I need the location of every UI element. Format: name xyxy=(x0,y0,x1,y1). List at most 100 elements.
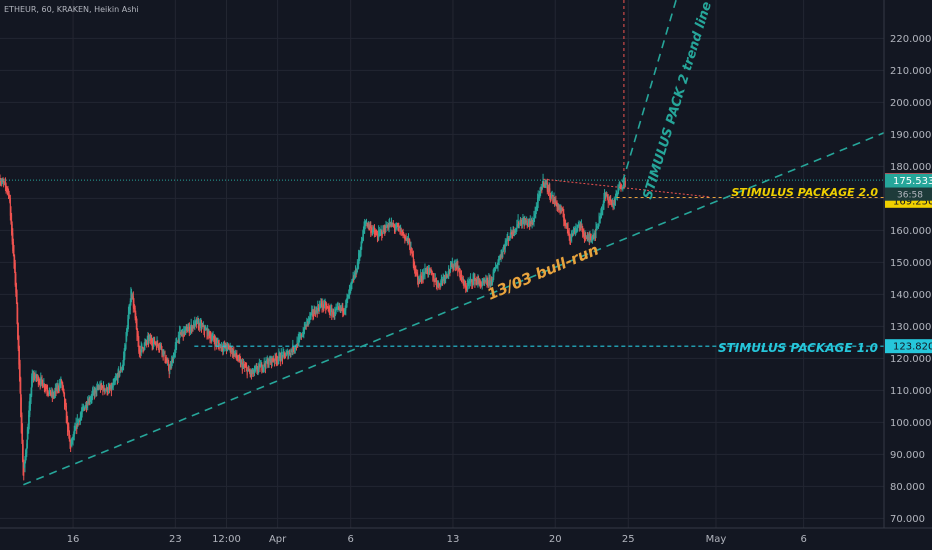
candle-body xyxy=(526,221,528,226)
candle-body xyxy=(500,252,502,259)
candle-body xyxy=(301,336,303,337)
candle-body xyxy=(138,345,140,355)
price-axis[interactable]: 70.00080.00090.000100.000110.000120.0001… xyxy=(890,34,931,525)
candle-body xyxy=(120,366,122,373)
candle-body xyxy=(478,279,480,281)
candle-body xyxy=(454,264,456,268)
candle-body xyxy=(549,188,551,198)
candle-body xyxy=(251,372,253,374)
candle-body xyxy=(104,390,106,391)
candle-body xyxy=(126,328,128,341)
candle-body xyxy=(498,258,500,264)
candle-body xyxy=(336,306,338,309)
candle-body xyxy=(27,428,29,439)
candle-body xyxy=(352,278,354,283)
candle-body xyxy=(127,318,129,332)
candle-body xyxy=(367,222,369,226)
countdown-tag-bg xyxy=(885,187,932,201)
candle-body xyxy=(569,234,571,241)
candle-body xyxy=(541,189,543,190)
candle-body xyxy=(157,343,159,348)
candle-body xyxy=(212,334,214,338)
candle-body xyxy=(24,456,26,468)
candle-body xyxy=(193,321,195,328)
candle-body xyxy=(232,349,234,353)
candle-body xyxy=(537,197,539,209)
candle-body xyxy=(460,274,462,276)
candle-body xyxy=(49,387,51,393)
candle-body xyxy=(464,283,466,285)
candle-body xyxy=(54,387,56,393)
candle-body xyxy=(252,368,254,373)
price-tag-bg xyxy=(885,339,932,354)
candle-body xyxy=(369,225,371,227)
candle-body xyxy=(45,387,47,389)
candle-body xyxy=(51,391,53,395)
candle-body xyxy=(383,229,385,231)
candle-body xyxy=(451,265,453,267)
candle-body xyxy=(230,349,232,352)
candle-body xyxy=(571,231,573,238)
candle-body xyxy=(558,205,560,210)
candle-body xyxy=(443,277,445,281)
candle-body xyxy=(404,237,406,239)
candle-body xyxy=(157,343,159,345)
candle-body xyxy=(95,387,97,392)
candles xyxy=(0,173,626,481)
candle-body xyxy=(362,229,364,237)
candle-body xyxy=(326,306,328,308)
candle-body xyxy=(86,405,88,407)
candle-body xyxy=(568,232,570,238)
candle-body xyxy=(438,282,440,286)
candle-body xyxy=(164,352,166,362)
time-axis[interactable]: 16 23 12:00 Apr 6 13 20 25 May 6 xyxy=(67,534,807,545)
candle-body xyxy=(207,327,209,334)
candle-body xyxy=(205,329,207,331)
candle-body xyxy=(20,377,22,417)
candle-body xyxy=(80,414,82,419)
candle-body xyxy=(590,237,592,239)
candle-body xyxy=(275,357,277,358)
candle-body xyxy=(471,281,473,285)
candle-body xyxy=(565,223,567,226)
candle-body xyxy=(366,222,368,227)
candle-body xyxy=(590,237,592,241)
candle-body xyxy=(497,261,499,267)
candle-body xyxy=(286,351,288,355)
candle-body xyxy=(599,219,601,221)
candle-body xyxy=(602,205,604,211)
candle-body xyxy=(194,320,196,324)
candle-body xyxy=(281,355,283,360)
candle-body xyxy=(547,187,549,189)
candle-body xyxy=(120,369,122,371)
candle-body xyxy=(369,225,371,227)
candle-body xyxy=(345,299,347,306)
candle-body xyxy=(98,387,100,389)
candle-body xyxy=(330,307,332,313)
candle-body xyxy=(398,226,400,228)
candle-body xyxy=(38,380,40,384)
candle-body xyxy=(584,234,586,237)
candle-body xyxy=(188,326,190,333)
candle-body xyxy=(39,382,41,386)
candle-body xyxy=(459,267,461,274)
candle-body xyxy=(265,358,267,367)
candle-body xyxy=(285,355,287,357)
candle-body xyxy=(138,340,140,352)
candle-body xyxy=(101,386,103,388)
candle-body xyxy=(215,340,217,342)
candle-body xyxy=(238,357,240,359)
candle-body xyxy=(401,230,403,232)
candle-body xyxy=(534,215,536,219)
candle-body xyxy=(622,186,624,188)
candle-body xyxy=(26,443,28,454)
candle-body xyxy=(35,372,37,378)
candle-body xyxy=(573,228,575,235)
candle-body xyxy=(246,367,248,376)
candle-body xyxy=(503,245,505,250)
candle-body xyxy=(431,272,433,274)
candle-body xyxy=(293,349,295,351)
candle-body xyxy=(395,227,397,229)
candle-body xyxy=(378,229,380,239)
